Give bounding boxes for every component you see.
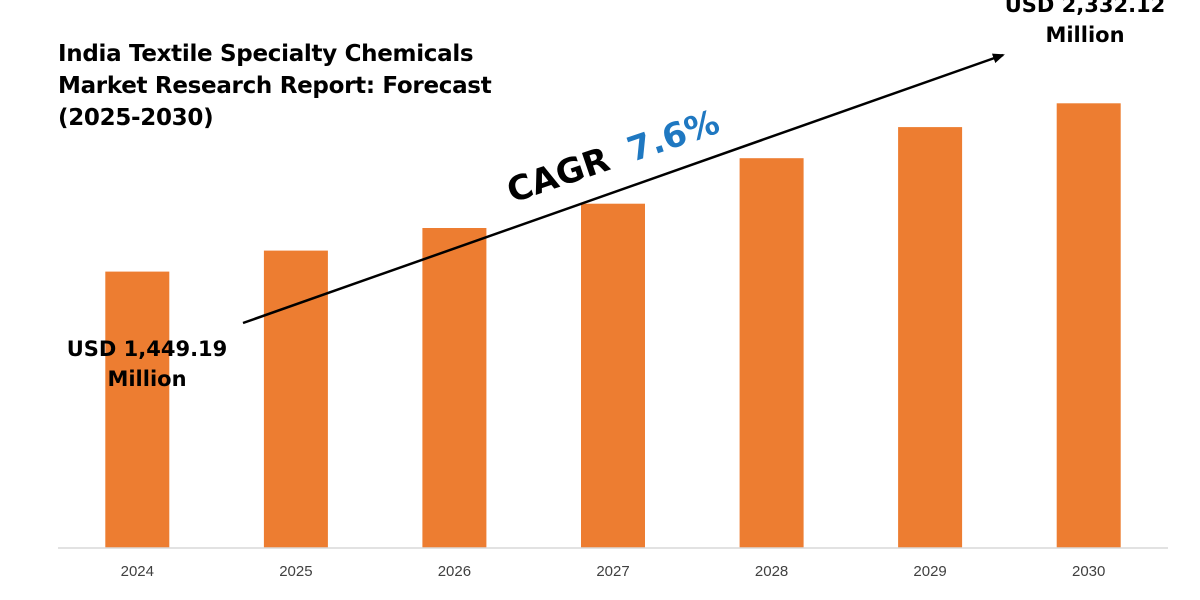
bar-2024: [105, 271, 170, 548]
start-value: USD 1,449.19: [66, 337, 228, 361]
bar-2025: [263, 250, 328, 548]
x-tick-2027: 2027: [596, 563, 629, 580]
x-tick-2024: 2024: [121, 563, 154, 580]
end-value-annotation: USD 2,332.12 Million: [990, 0, 1180, 50]
bar-2029: [898, 127, 963, 548]
start-value-annotation: USD 1,449.19 Million: [52, 334, 242, 394]
cagr-value: 7.6%: [622, 102, 724, 170]
title-line-2: Market Research Report: Forecast: [58, 73, 492, 99]
bar-2027: [581, 203, 645, 548]
end-unit: Million: [1045, 23, 1125, 47]
cagr-word: CAGR: [502, 140, 615, 212]
bar-2030: [1056, 103, 1121, 549]
x-tick-labels: 2024 2025 2026 2027 2028 2029 2030: [121, 563, 1106, 580]
cagr-label: CAGR 7.6%: [502, 102, 725, 211]
bar-2028: [739, 158, 804, 548]
x-tick-2029: 2029: [913, 563, 946, 580]
x-tick-2026: 2026: [438, 563, 471, 580]
cagr-arrow: [242, 53, 1005, 325]
bar-2026: [422, 228, 487, 548]
title-line-1: India Textile Specialty Chemicals: [58, 41, 474, 67]
x-tick-2025: 2025: [279, 563, 312, 580]
title-line-3: (2025-2030): [58, 105, 214, 131]
x-tick-2030: 2030: [1072, 563, 1105, 580]
start-unit: Million: [107, 367, 187, 391]
chart-title: India Textile Specialty Chemicals Market…: [58, 38, 528, 134]
x-tick-2028: 2028: [755, 563, 788, 580]
bars-group: [105, 103, 1121, 549]
end-value: USD 2,332.12: [1004, 0, 1166, 17]
